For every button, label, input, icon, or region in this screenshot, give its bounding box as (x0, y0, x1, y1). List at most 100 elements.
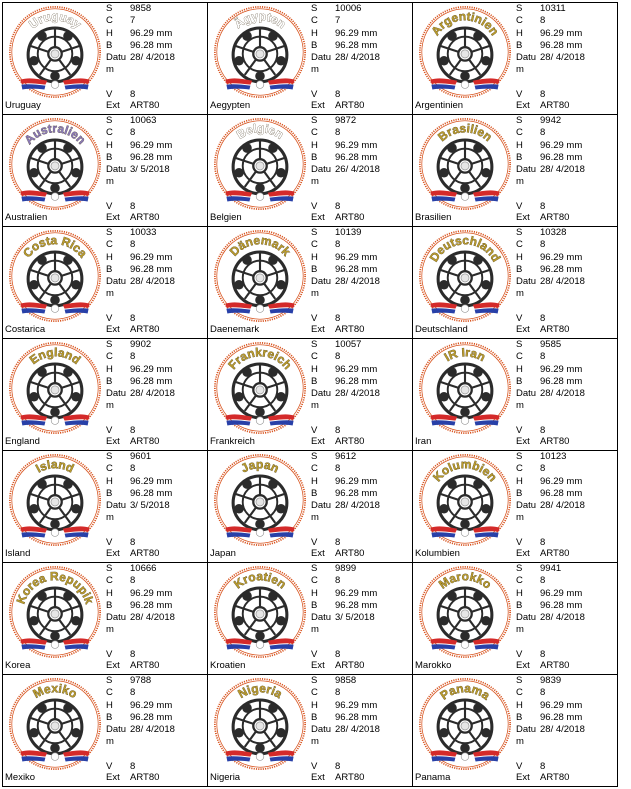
stitch-label: S (311, 675, 318, 686)
ext-label: Ext (516, 660, 530, 671)
spacer-row (311, 637, 411, 649)
height-row: H 96.29 mm (516, 700, 616, 712)
version-value: 8 (540, 201, 546, 213)
design-card[interactable]: Dänemark S 10139 C 8 H 96.29 mm B 96.28 … (208, 227, 413, 339)
ext-value: ART80 (335, 100, 365, 111)
height-value: 96.29 mm (335, 251, 378, 263)
color-count-row: C 8 (516, 15, 616, 27)
version-value: 8 (130, 761, 136, 773)
date-value: 28/ 4/2018 (130, 724, 175, 736)
design-card[interactable]: Kroatien S 9899 C 8 H 96.29 mm B 96.28 m… (208, 563, 413, 675)
design-file-name: Kroatien (210, 660, 246, 671)
version-value: 8 (130, 649, 136, 661)
date-row: Datu m 28/ 4/2018 (516, 52, 616, 77)
version-value: 8 (540, 313, 546, 325)
width-label: B (106, 599, 113, 611)
ext-value: ART80 (540, 324, 570, 335)
design-card[interactable]: Uruguay S 9858 C 7 H 96.29 mm B 96.28 mm… (3, 3, 208, 115)
design-card[interactable]: Kolumbien S 10123 C 8 H 96.29 mm B 96.28… (413, 451, 618, 563)
date-row: Datu m 3/ 5/2018 (311, 612, 411, 637)
height-value: 96.29 mm (130, 27, 173, 39)
stitch-count-row: S 9585 (516, 339, 616, 351)
version-value: 8 (335, 425, 341, 437)
height-label: H (311, 699, 318, 711)
design-card[interactable]: Island S 9601 C 8 H 96.29 mm B 96.28 mm … (3, 451, 208, 563)
soccer-ball-patch-icon: Deutschland (419, 230, 511, 322)
design-metadata: S 10328 C 8 H 96.29 mm B 96.28 mm Datu m … (516, 227, 616, 325)
design-card[interactable]: Australien S 10063 C 8 H 96.29 mm B 96.2… (3, 115, 208, 227)
design-card[interactable]: England S 9902 C 8 H 96.29 mm B 96.28 mm… (3, 339, 208, 451)
file-extension-row: Ext ART80 (311, 436, 364, 447)
design-card[interactable]: Ägypten S 10006 C 7 H 96.29 mm B 96.28 m… (208, 3, 413, 115)
design-card[interactable]: Frankreich S 10057 C 8 H 96.29 mm B 96.2… (208, 339, 413, 451)
date-label: Datu m (106, 276, 127, 300)
version-label: V (311, 649, 318, 661)
width-value: 96.28 mm (335, 375, 378, 387)
height-row: H 96.29 mm (106, 476, 206, 488)
version-row: V 8 (106, 425, 206, 437)
date-row: Datu m 28/ 4/2018 (516, 612, 616, 637)
design-metadata: S 10057 C 8 H 96.29 mm B 96.28 mm Datu m … (311, 339, 411, 437)
design-file-name: Korea (5, 660, 31, 671)
design-metadata: S 10666 C 8 H 96.29 mm B 96.28 mm Datu m … (106, 563, 206, 661)
width-label: B (106, 151, 113, 163)
stitch-label: S (311, 339, 318, 350)
date-label: Datu m (311, 724, 332, 748)
width-row: B 96.28 mm (311, 264, 411, 276)
spacer-row (106, 189, 206, 201)
width-label: B (311, 263, 318, 275)
design-card[interactable]: IR Iran S 9585 C 8 H 96.29 mm B 96.28 mm… (413, 339, 618, 451)
version-label: V (311, 425, 318, 437)
spacer-row (516, 77, 616, 89)
width-value: 96.28 mm (335, 711, 378, 723)
design-card[interactable]: Marokko S 9941 C 8 H 96.29 mm B 96.28 mm… (413, 563, 618, 675)
svg-text:Island: Island (33, 457, 76, 475)
version-row: V 8 (106, 313, 206, 325)
height-value: 96.29 mm (130, 475, 173, 487)
date-value: 28/ 4/2018 (335, 388, 380, 400)
height-row: H 96.29 mm (106, 588, 206, 600)
stitch-count-row: S 9899 (311, 563, 411, 575)
color-count: 8 (335, 687, 341, 699)
soccer-ball-patch-icon: Nigeria (214, 678, 306, 770)
file-extension-row: Ext ART80 (106, 660, 159, 671)
ext-value: ART80 (540, 660, 570, 671)
color-label: C (311, 127, 318, 139)
version-row: V 8 (311, 537, 411, 549)
version-label: V (311, 761, 318, 773)
date-label: Datu m (311, 612, 332, 636)
height-row: H 96.29 mm (516, 140, 616, 152)
ext-label: Ext (311, 100, 325, 111)
design-card[interactable]: Korea Repupik S 10666 C 8 H 96.29 mm B 9… (3, 563, 208, 675)
stitch-count: 9942 (540, 115, 562, 126)
spacer-row (106, 77, 206, 89)
version-row: V 8 (311, 89, 411, 101)
version-row: V 8 (311, 201, 411, 213)
file-extension-row: Ext ART80 (311, 324, 364, 335)
spacer-row (311, 189, 411, 201)
version-row: V 8 (311, 425, 411, 437)
spacer-row (311, 413, 411, 425)
design-metadata: S 10139 C 8 H 96.29 mm B 96.28 mm Datu m … (311, 227, 411, 325)
version-value: 8 (335, 201, 341, 213)
design-card[interactable]: Nigeria S 9858 C 8 H 96.29 mm B 96.28 mm… (208, 675, 413, 787)
soccer-ball-patch-icon: Mexiko (9, 678, 101, 770)
design-card[interactable]: Mexiko S 9788 C 8 H 96.29 mm B 96.28 mm … (3, 675, 208, 787)
design-card[interactable]: Belgien S 9872 C 8 H 96.29 mm B 96.28 mm… (208, 115, 413, 227)
stitch-label: S (106, 339, 113, 350)
date-value: 3/ 5/2018 (130, 500, 170, 512)
width-row: B 96.28 mm (516, 152, 616, 164)
design-card[interactable]: Costa Rica S 10033 C 8 H 96.29 mm B 96.2… (3, 227, 208, 339)
ext-label: Ext (311, 212, 325, 223)
color-label: C (311, 575, 318, 587)
design-card[interactable]: Deutschland S 10328 C 8 H 96.29 mm B 96.… (413, 227, 618, 339)
stitch-label: S (311, 3, 318, 14)
design-card[interactable]: Panama S 9839 C 8 H 96.29 mm B 96.28 mm … (413, 675, 618, 787)
height-value: 96.29 mm (130, 139, 173, 151)
design-card[interactable]: Japan S 9612 C 8 H 96.29 mm B 96.28 mm D… (208, 451, 413, 563)
color-count: 8 (130, 127, 136, 139)
design-card[interactable]: Brasilien S 9942 C 8 H 96.29 mm B 96.28 … (413, 115, 618, 227)
design-card[interactable]: Argentinien S 10311 C 8 H 96.29 mm B 96.… (413, 3, 618, 115)
stitch-count: 9858 (335, 675, 357, 686)
version-label: V (106, 201, 113, 213)
